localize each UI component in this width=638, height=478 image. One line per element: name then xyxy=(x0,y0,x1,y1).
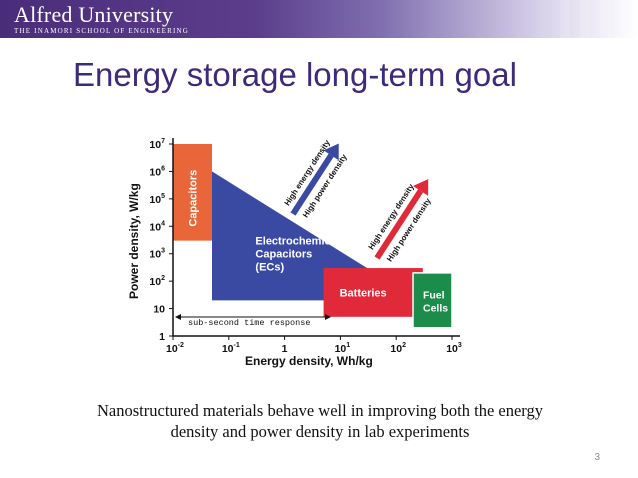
x-tick-label: 101 xyxy=(335,342,351,355)
university-logo: Alfred University The Inamori School of … xyxy=(14,2,190,36)
x-tick-label: 103 xyxy=(446,342,462,355)
logo-subtitle: The Inamori School of Engineering xyxy=(14,27,190,35)
direction-arrow-red: High energy density High power density xyxy=(367,179,433,263)
caption-line: density and power density in lab experim… xyxy=(170,422,470,441)
y-tick-label: 102 xyxy=(149,275,165,288)
batteries-label: Batteries xyxy=(340,287,387,299)
slide-header: Alfred University The Inamori School of … xyxy=(0,0,638,38)
region-batteries xyxy=(323,268,423,317)
y-tick-label: 104 xyxy=(149,220,165,233)
ecs-label-line: Electrochemical xyxy=(255,236,339,248)
x-axis-label: Energy density, Wh/kg xyxy=(245,354,373,368)
logo-name: Alfred University xyxy=(14,2,174,27)
region-capacitors xyxy=(173,144,213,241)
ecs-label-line: (ECs) xyxy=(255,262,284,274)
slide-caption: Nanostructured materials behave well in … xyxy=(60,400,580,442)
sub-second-label: sub-second time response xyxy=(188,318,310,328)
axis-ticks: 10-2 10-1 1 101 102 103 1 10 102 103 104 105 106 107 xyxy=(149,138,461,355)
x-tick-label: 10-1 xyxy=(222,342,240,355)
y-axis-label: Power density, W/kg xyxy=(127,183,141,299)
y-tick-label: 10 xyxy=(153,304,165,316)
fuel-label-line: Cells xyxy=(423,302,448,314)
fuel-label-line: Fuel xyxy=(423,289,445,301)
direction-arrow-blue: High energy density High power density xyxy=(283,138,349,219)
ecs-label: Electrochemical Capacitors (ECs) xyxy=(255,236,342,274)
region-fuel-cells xyxy=(412,272,453,329)
y-tick-label: 105 xyxy=(149,193,165,206)
y-tick-label: 106 xyxy=(149,165,165,178)
slide-title: Energy storage long-term goal xyxy=(73,56,517,93)
caption-line: Nanostructured materials behave well in … xyxy=(97,401,543,420)
capacitors-label: Capacitors xyxy=(188,170,200,227)
y-tick-label: 103 xyxy=(149,248,165,261)
header-stripe xyxy=(580,0,590,38)
x-tick-label: 10-2 xyxy=(166,342,184,355)
fuel-cells-label: Fuel Cells xyxy=(423,289,448,314)
y-tick-label: 107 xyxy=(149,138,165,151)
ecs-label-line: Capacitors xyxy=(255,249,312,261)
header-stripe xyxy=(560,0,570,38)
x-tick-label: 1 xyxy=(282,343,288,355)
ragone-chart: Capacitors Electrochemical Capacitors (E… xyxy=(127,138,462,368)
header-stripe xyxy=(600,0,610,38)
page-number: 3 xyxy=(594,452,600,463)
x-tick-label: 102 xyxy=(390,342,406,355)
y-tick-label: 1 xyxy=(159,331,165,343)
